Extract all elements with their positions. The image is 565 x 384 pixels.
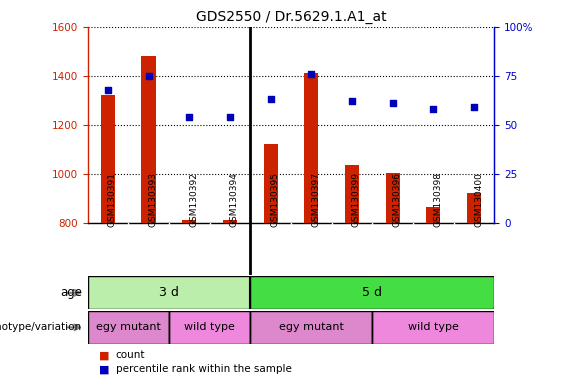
Bar — [101, 95, 115, 223]
Bar — [385, 172, 400, 223]
Text: GSM130394: GSM130394 — [230, 172, 239, 227]
Text: 3 d: 3 d — [159, 286, 179, 299]
Point — [266, 96, 275, 103]
Text: egy mutant: egy mutant — [96, 322, 160, 333]
Point — [347, 98, 357, 104]
Text: GSM130391: GSM130391 — [108, 172, 117, 227]
Point — [103, 86, 112, 93]
Text: GSM130399: GSM130399 — [352, 172, 361, 227]
Bar — [141, 56, 156, 223]
Bar — [223, 220, 237, 223]
Text: GSM130398: GSM130398 — [433, 172, 442, 227]
Text: GSM130392: GSM130392 — [189, 172, 198, 227]
Text: age: age — [60, 286, 82, 299]
Text: genotype/variation: genotype/variation — [0, 322, 82, 333]
Bar — [250, 276, 494, 309]
Point — [144, 73, 153, 79]
Bar — [88, 311, 169, 344]
Text: wild type: wild type — [408, 322, 459, 333]
Bar — [182, 220, 197, 223]
Text: GSM130393: GSM130393 — [149, 172, 158, 227]
Text: GSM130396: GSM130396 — [393, 172, 402, 227]
Bar — [169, 311, 250, 344]
Text: ■: ■ — [99, 350, 110, 360]
Text: GSM130400: GSM130400 — [474, 172, 483, 227]
Bar — [263, 144, 278, 223]
Point — [470, 104, 479, 110]
Bar — [250, 311, 372, 344]
Point — [185, 114, 194, 120]
Point — [225, 114, 234, 120]
Text: wild type: wild type — [184, 322, 235, 333]
Bar — [304, 73, 319, 223]
Text: count: count — [116, 350, 145, 360]
Text: GSM130397: GSM130397 — [311, 172, 320, 227]
Bar — [345, 165, 359, 223]
Text: egy mutant: egy mutant — [279, 322, 344, 333]
Point — [307, 71, 316, 77]
Point — [429, 106, 438, 112]
Text: 5 d: 5 d — [362, 286, 383, 299]
Text: GSM130395: GSM130395 — [271, 172, 280, 227]
Bar — [467, 194, 481, 223]
Bar — [426, 207, 441, 223]
Point — [388, 100, 397, 106]
Text: ■: ■ — [99, 364, 110, 374]
Bar — [372, 311, 494, 344]
Text: percentile rank within the sample: percentile rank within the sample — [116, 364, 292, 374]
Bar — [88, 276, 250, 309]
Title: GDS2550 / Dr.5629.1.A1_at: GDS2550 / Dr.5629.1.A1_at — [195, 10, 386, 25]
